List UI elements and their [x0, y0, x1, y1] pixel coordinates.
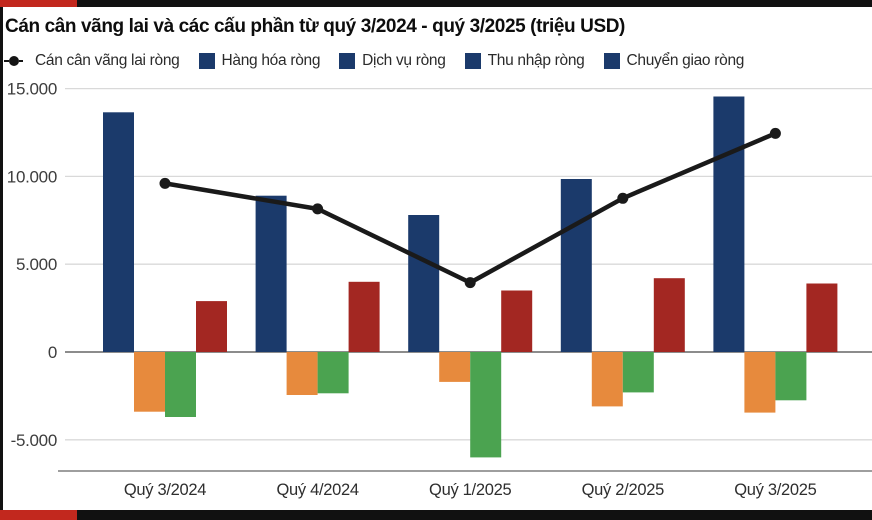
legend-label: Chuyển giao ròng [626, 52, 745, 69]
bar [713, 96, 745, 352]
bar [408, 215, 440, 352]
x-tick-label: Quý 2/2025 [582, 481, 664, 499]
legend-label: Cán cân vãng lai ròng [35, 52, 180, 69]
top-frame-red-segment [0, 0, 77, 7]
legend-item-services: Dịch vụ ròng [339, 52, 446, 70]
bar [653, 278, 685, 352]
bar [103, 112, 134, 352]
bar [134, 352, 165, 412]
x-tick-label: Quý 3/2024 [124, 481, 206, 499]
legend-label: Dịch vụ ròng [362, 52, 446, 69]
bar [775, 352, 807, 401]
bar [560, 179, 592, 352]
line-dot [159, 177, 171, 189]
bar [165, 352, 196, 417]
bar [255, 195, 287, 352]
legend-item-income: Thu nhập ròng [464, 52, 585, 70]
chart-legend: Cán cân vãng lai ròng Hàng hóa ròng Dịch… [4, 52, 870, 70]
legend-item-transfers: Chuyển giao ròng [603, 52, 745, 70]
y-tick-label: 0 [48, 343, 57, 362]
x-tick-label: Quý 3/2025 [734, 481, 816, 499]
chart-title: Cán cân vãng lai và các cấu phần từ quý … [5, 16, 625, 37]
left-border [0, 0, 3, 520]
bar [501, 290, 533, 352]
legend-item-goods: Hàng hóa ròng [198, 52, 321, 70]
bottom-frame-bar [0, 510, 872, 520]
line-dot [617, 192, 629, 204]
bar [317, 352, 349, 394]
y-tick-label: 5.000 [16, 255, 57, 274]
bar [439, 352, 471, 382]
legend-item-current-account: Cán cân vãng lai ròng [4, 52, 180, 70]
line-dot [464, 277, 476, 289]
line-dot [769, 127, 781, 139]
y-tick-label: 15.000 [7, 80, 57, 99]
bar [348, 281, 380, 352]
y-tick-label: -5.000 [11, 431, 57, 450]
square-swatch-icon [464, 53, 481, 69]
x-tick-label: Quý 4/2024 [276, 481, 358, 499]
line-dot [312, 203, 324, 215]
top-frame-bar [0, 0, 872, 7]
bar [286, 352, 318, 395]
bar [196, 301, 227, 352]
y-tick-label: 10.000 [7, 167, 57, 186]
line-dot-marker-icon [4, 56, 28, 66]
bottom-frame-red-segment [0, 510, 77, 520]
square-swatch-icon [198, 53, 215, 69]
bar [806, 283, 838, 352]
bar [591, 352, 623, 407]
bar [744, 352, 776, 413]
bar [622, 352, 654, 393]
square-swatch-icon [339, 53, 356, 69]
legend-label: Hàng hóa ròng [221, 52, 321, 69]
legend-label: Thu nhập ròng [487, 52, 585, 69]
x-tick-label: Quý 1/2025 [429, 481, 511, 499]
square-swatch-icon [603, 53, 620, 69]
bar [470, 352, 502, 458]
